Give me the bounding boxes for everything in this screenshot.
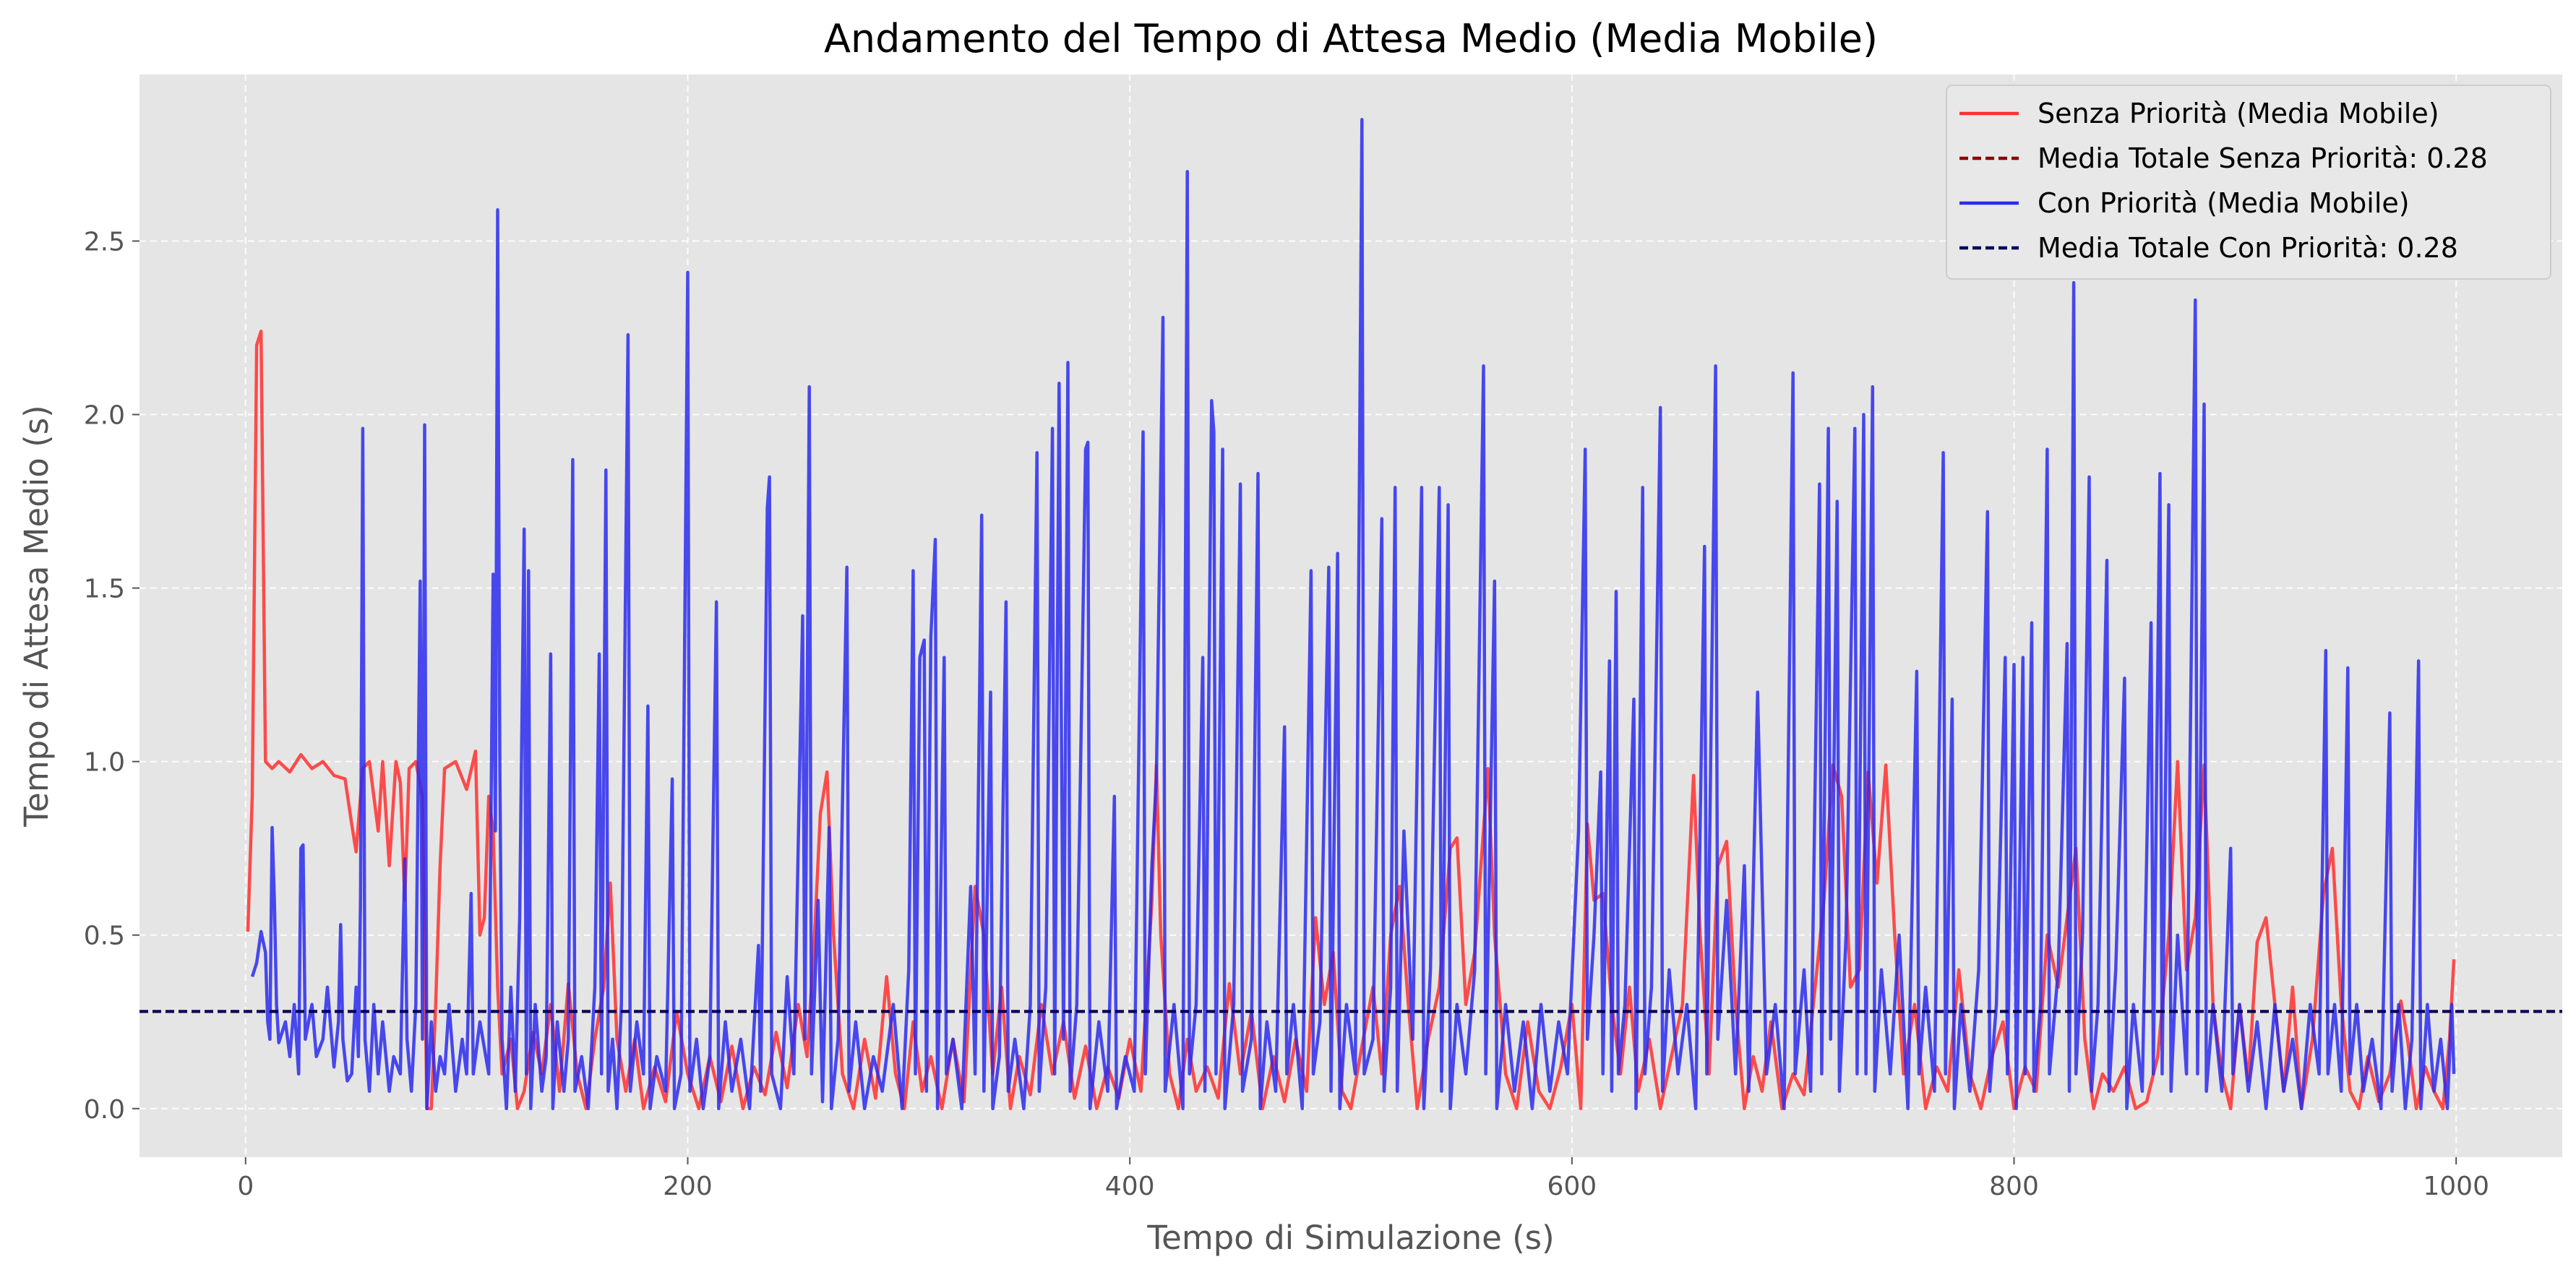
x-tick-label: 800: [1989, 1172, 2039, 1201]
x-tick-label: 400: [1105, 1172, 1155, 1201]
y-tick-label: 1.5: [84, 575, 125, 604]
chart-title: Andamento del Tempo di Attesa Medio (Med…: [824, 16, 1878, 61]
x-tick-label: 0: [237, 1172, 254, 1201]
y-axis: 0.0 0.5 1.0 1.5 2.0 2.5: [84, 227, 139, 1125]
x-axis-label: Tempo di Simulazione (s): [1146, 1219, 1554, 1257]
legend-label: Senza Priorità (Media Mobile): [2038, 98, 2439, 129]
y-tick-label: 2.5: [84, 227, 125, 257]
x-tick-label: 600: [1547, 1172, 1597, 1201]
y-tick-label: 1.0: [84, 748, 125, 778]
series-line-2: [250, 118, 2456, 1111]
legend-label: Media Totale Con Priorità: 0.28: [2038, 232, 2458, 264]
legend-frame: [1946, 85, 2551, 280]
x-tick-label: 200: [663, 1172, 713, 1201]
legend-label: Con Priorità (Media Mobile): [2038, 187, 2410, 219]
series-group: [139, 118, 2562, 1111]
y-tick-label: 0.0: [84, 1095, 125, 1125]
x-tick-label: 1000: [2423, 1172, 2489, 1201]
x-axis: 0 200 400 600 800 1000: [237, 1157, 2489, 1201]
y-tick-label: 0.5: [84, 922, 125, 951]
y-axis-label: Tempo di Attesa Medio (s): [17, 405, 56, 827]
legend: Senza Priorità (Media Mobile) Media Total…: [1946, 85, 2551, 280]
y-tick-label: 2.0: [84, 401, 125, 431]
legend-label: Media Totale Senza Priorità: 0.28: [2038, 142, 2488, 174]
